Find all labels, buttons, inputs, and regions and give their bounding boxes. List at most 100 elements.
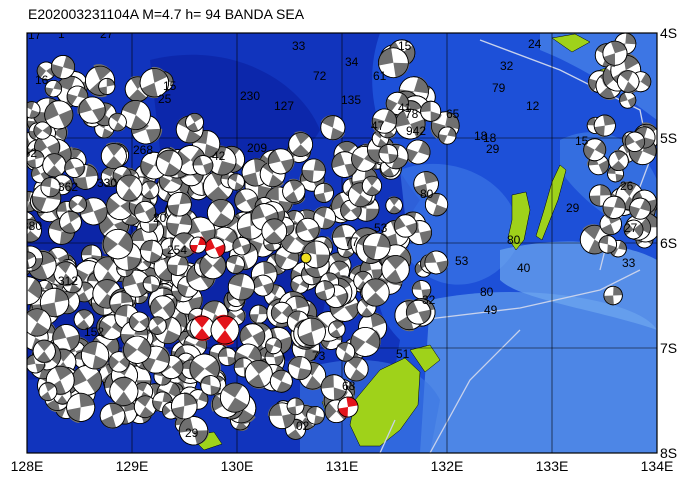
depth-label: 32 (422, 293, 436, 307)
depth-label: 127 (274, 99, 294, 113)
beachball-icon (598, 235, 618, 254)
depth-label: 61 (373, 69, 387, 83)
beachball-icon (189, 315, 215, 341)
depth-label: 16 (35, 73, 49, 87)
depth-label: 73 (312, 349, 326, 363)
beachball-icon (210, 314, 240, 346)
beachball-icon (361, 175, 382, 196)
beachball-icon (424, 193, 449, 217)
beachball-icon (171, 232, 197, 258)
depth-label: 49 (484, 303, 498, 317)
depth-label: 40 (517, 261, 531, 275)
beachball-icon (629, 197, 652, 220)
beachball-icon (393, 108, 426, 140)
beachball-icon (108, 112, 127, 132)
beachball-icon (378, 144, 399, 164)
depth-label: 29 (486, 142, 500, 156)
beachball-icon (42, 152, 67, 178)
lon-tick-label: 133E (536, 458, 569, 474)
depth-label: 68 (342, 379, 356, 393)
depth-label: 209 (247, 141, 267, 155)
depth-label: 20 (153, 211, 167, 225)
beachball-icon (171, 392, 198, 421)
depth-label: 51 (396, 347, 410, 361)
beachball-icon (297, 316, 326, 347)
beachball-icon (109, 376, 139, 408)
depth-label: 78 (405, 107, 419, 121)
beachball-icon (27, 218, 42, 243)
beachball-icon (199, 252, 227, 280)
beachball-icon (71, 365, 103, 396)
lat-tick-label: 6S (660, 235, 677, 251)
depth-label: 268 (133, 143, 153, 157)
beachball-icon (269, 369, 293, 393)
depth-label: 15 (398, 39, 412, 53)
beachball-icon (583, 138, 607, 162)
beachball-icon (108, 351, 130, 373)
beachball-icon (133, 395, 157, 419)
north-islet (551, 33, 591, 53)
depth-label: 17 (28, 28, 42, 42)
lat-tick-label: 7S (660, 340, 677, 356)
depth-label: 77 (345, 235, 359, 249)
depth-label: 27 (100, 27, 114, 41)
beachball-icon (115, 174, 143, 203)
depth-label: 15 (163, 79, 177, 93)
beachball-icon (227, 173, 245, 191)
beachball-icon (288, 131, 314, 157)
beachball-icon (38, 381, 58, 402)
depth-label: 80 (507, 233, 521, 247)
beachball-icon (267, 148, 295, 175)
beachball-icon (100, 142, 127, 170)
beachball-icon (27, 276, 43, 306)
beachball-icon (306, 406, 325, 425)
beachball-icon (301, 158, 326, 183)
depth-label: 254 (167, 243, 187, 257)
depth-label: 47 (371, 119, 385, 133)
beachball-icon (73, 309, 95, 330)
beachball-icon (51, 324, 81, 352)
landmasses (189, 33, 617, 451)
beachball-icon (139, 66, 170, 99)
depth-label: 18 (483, 131, 497, 145)
beachball-icon (261, 218, 288, 245)
depth-label: 02 (296, 419, 310, 433)
focal-mechanisms (27, 33, 657, 446)
beachball-icon (50, 55, 76, 80)
beachball-icon (249, 304, 269, 325)
beachball-icon (603, 285, 623, 306)
beachball-icon (320, 374, 348, 401)
beachball-icon (128, 311, 151, 333)
depth-label: 12 (526, 99, 540, 113)
lon-tick-label: 134E (641, 458, 674, 474)
depth-label: 29 (566, 201, 580, 215)
beachball-icon (68, 195, 87, 214)
beachball-icon (361, 278, 390, 307)
depth-label: 42 (212, 149, 226, 163)
beachball-icon (385, 196, 403, 215)
map-title: E202003231104A M=4.7 h= 94 BANDA SEA (28, 6, 305, 22)
beachball-icon (314, 280, 335, 301)
beachball-icon (294, 217, 321, 242)
depth-label: 330 (97, 176, 117, 190)
beachball-icon (343, 356, 369, 382)
beachball-icon (619, 91, 637, 109)
depth-label: 312 (58, 274, 78, 288)
depth-label: 2 (22, 23, 29, 37)
beachball-icon (185, 112, 204, 132)
beachball-icon (225, 254, 245, 274)
depth-label: 12 (634, 21, 648, 35)
depth-label: 65 (446, 107, 460, 121)
beachball-icon (362, 232, 391, 261)
beachball-icon (378, 47, 410, 79)
beachball-icon (227, 273, 255, 301)
beachball-icon (122, 335, 152, 364)
beachball-icon (593, 114, 616, 138)
depth-label: 230 (240, 89, 260, 103)
beachball-icon (393, 214, 419, 238)
beachball-icon (150, 295, 176, 321)
beachball-icon (411, 280, 432, 300)
beachball-icon (328, 320, 346, 338)
